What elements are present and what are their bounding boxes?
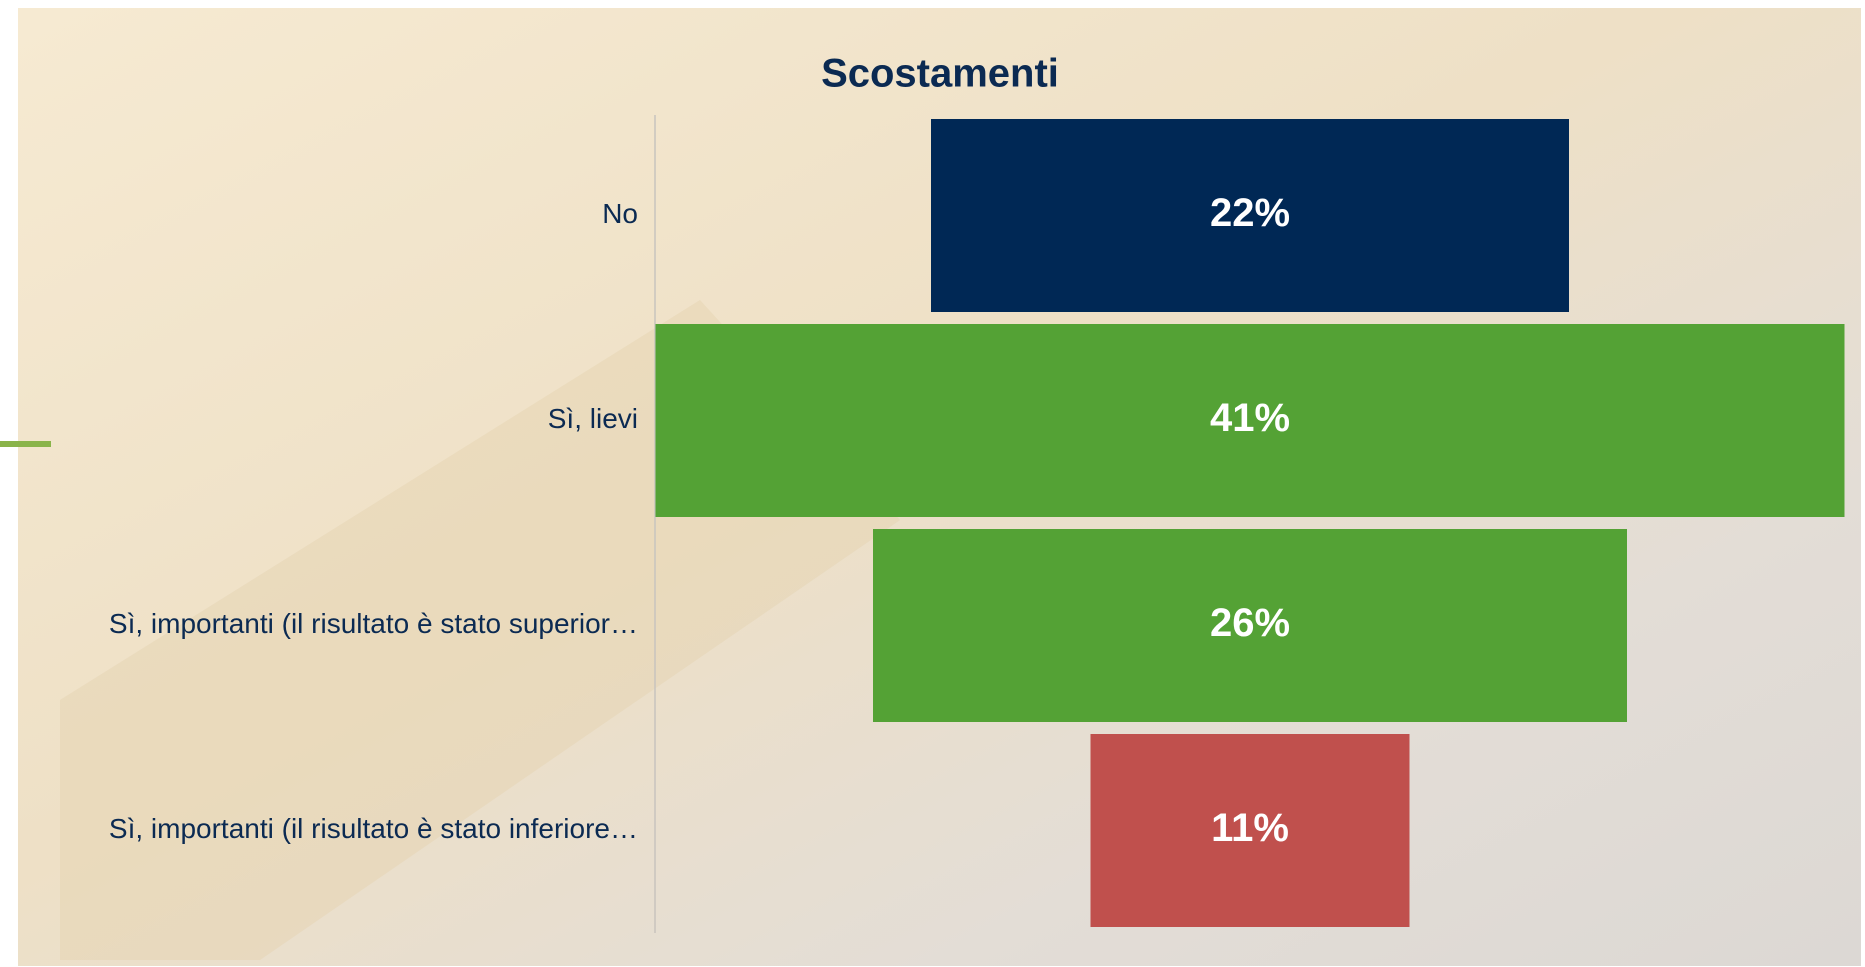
chart-title: Scostamenti xyxy=(821,52,1059,96)
value-label: 11% xyxy=(1211,806,1289,850)
category-label: Sì, lievi xyxy=(548,403,638,434)
value-label: 41% xyxy=(1210,396,1290,440)
category-label: Sì, importanti (il risultato è stato sup… xyxy=(109,608,638,639)
accent-line xyxy=(0,441,51,447)
funnel-bar xyxy=(873,529,1627,722)
funnel-bar xyxy=(1090,734,1410,927)
value-label: 26% xyxy=(1210,601,1290,645)
value-label: 22% xyxy=(1210,191,1290,235)
funnel-bar xyxy=(655,324,1845,517)
funnel-bar xyxy=(931,119,1569,312)
category-label: No xyxy=(602,198,638,229)
category-label: Sì, importanti (il risultato è stato inf… xyxy=(109,813,638,844)
